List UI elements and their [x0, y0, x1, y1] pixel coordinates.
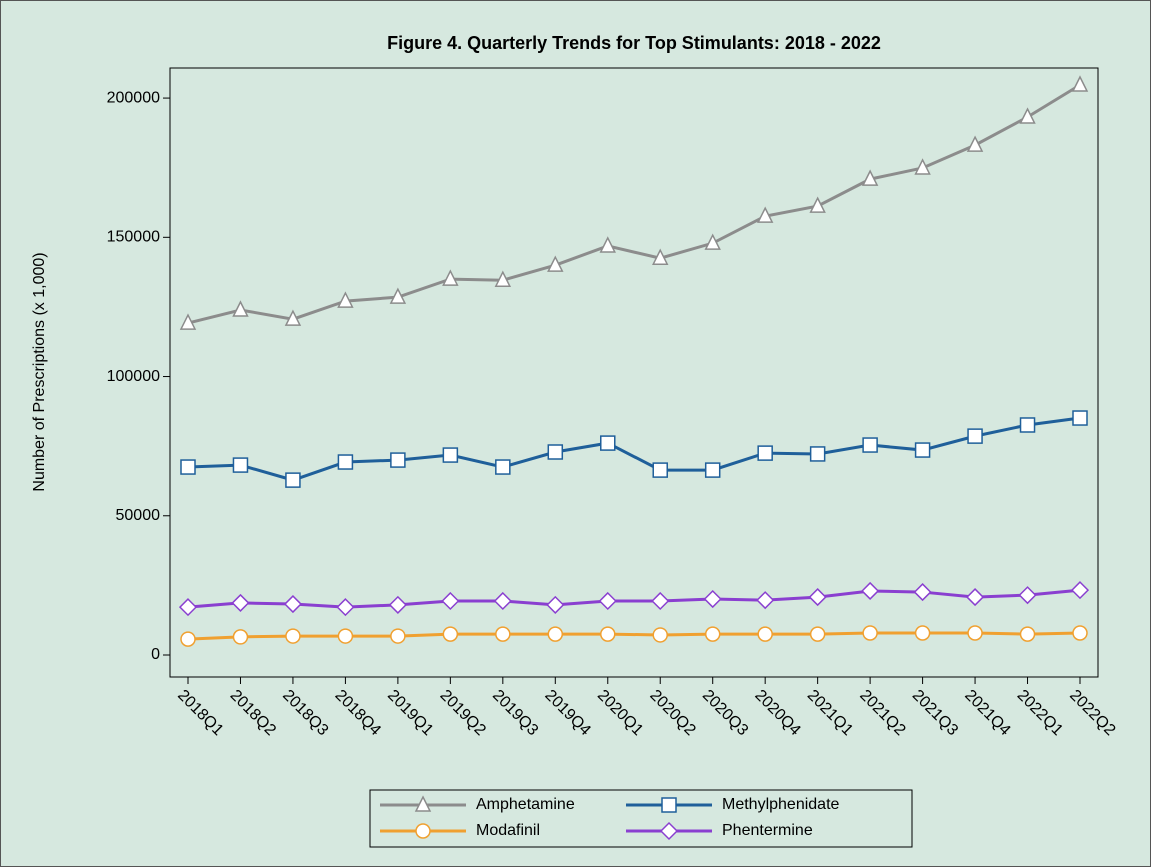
legend-marker — [659, 821, 679, 841]
data-point — [232, 300, 249, 317]
data-point — [389, 287, 407, 304]
legend-label: Amphetamine — [476, 796, 575, 813]
data-point — [1071, 75, 1089, 92]
data-point — [757, 626, 773, 642]
data-point — [493, 591, 512, 611]
data-point — [914, 442, 931, 458]
legend-marker — [415, 823, 431, 839]
data-point — [337, 454, 354, 470]
data-point — [862, 437, 878, 453]
data-point — [966, 135, 984, 152]
data-point — [547, 626, 564, 642]
data-point — [285, 472, 301, 488]
data-point — [495, 626, 511, 642]
data-point — [442, 626, 459, 642]
data-point — [756, 591, 775, 610]
data-point — [600, 626, 616, 642]
data-point — [1072, 410, 1088, 426]
series-line — [187, 416, 1081, 482]
y-axis-label: Number of Prescriptions (x 1,000) — [31, 252, 48, 491]
data-point — [285, 628, 301, 644]
data-point — [1018, 586, 1037, 605]
y-tick-label: 0 — [151, 646, 160, 663]
plot-area — [169, 67, 1099, 678]
y-tick-label: 200000 — [107, 89, 160, 106]
data-point — [599, 236, 616, 253]
data-point — [337, 291, 354, 308]
data-point — [913, 583, 932, 602]
data-point — [546, 595, 565, 614]
data-point — [809, 626, 826, 642]
y-tick-label: 100000 — [107, 368, 160, 385]
data-point — [862, 625, 878, 641]
data-point — [388, 595, 407, 614]
data-point — [180, 631, 196, 647]
y-tick-label: 150000 — [107, 229, 160, 246]
data-point — [704, 233, 721, 250]
legend-marker — [414, 795, 432, 812]
chart-title: Figure 4. Quarterly Trends for Top Stimu… — [387, 33, 881, 53]
data-point — [1072, 625, 1088, 641]
legend-label: Methylphenidate — [722, 796, 840, 813]
data-point — [756, 206, 774, 223]
data-point — [337, 628, 354, 644]
series-line — [187, 631, 1081, 641]
data-point — [231, 593, 250, 612]
data-point — [442, 447, 459, 463]
data-point — [547, 255, 564, 272]
legend-label: Phentermine — [722, 822, 813, 839]
data-point — [336, 598, 355, 617]
data-point — [651, 591, 670, 611]
data-point — [178, 598, 198, 617]
data-point — [652, 248, 669, 265]
data-point — [442, 269, 459, 286]
data-point — [914, 625, 931, 641]
data-point — [757, 445, 773, 461]
data-point — [703, 589, 722, 609]
legend-label: Modafinil — [476, 822, 540, 839]
data-point — [652, 627, 668, 643]
data-point — [232, 457, 249, 473]
data-point — [283, 594, 303, 614]
data-point — [965, 588, 985, 607]
data-point — [967, 625, 983, 641]
data-point — [1019, 626, 1036, 642]
legend-marker — [661, 797, 677, 813]
data-point — [390, 628, 406, 644]
series-line — [187, 588, 1081, 609]
data-point — [284, 309, 302, 326]
series-line — [187, 83, 1081, 325]
data-point — [704, 462, 721, 478]
data-point — [547, 444, 564, 460]
data-point — [179, 313, 197, 330]
data-point — [232, 629, 249, 645]
data-point — [180, 459, 196, 475]
data-point — [1070, 581, 1090, 600]
data-point — [861, 581, 880, 601]
data-point — [1019, 107, 1036, 124]
data-point — [441, 591, 460, 611]
data-point — [495, 459, 511, 475]
data-point — [914, 158, 931, 175]
legend — [369, 789, 913, 848]
y-tick-label: 50000 — [116, 507, 161, 524]
data-point — [809, 446, 826, 462]
data-point — [652, 462, 668, 478]
data-point — [1019, 417, 1036, 433]
data-point — [808, 588, 827, 607]
data-point — [967, 428, 983, 444]
data-point — [600, 435, 616, 451]
data-point — [598, 591, 617, 611]
data-point — [494, 270, 512, 287]
data-point — [809, 196, 826, 213]
data-point — [861, 169, 879, 186]
data-point — [704, 626, 721, 642]
data-point — [390, 452, 406, 468]
